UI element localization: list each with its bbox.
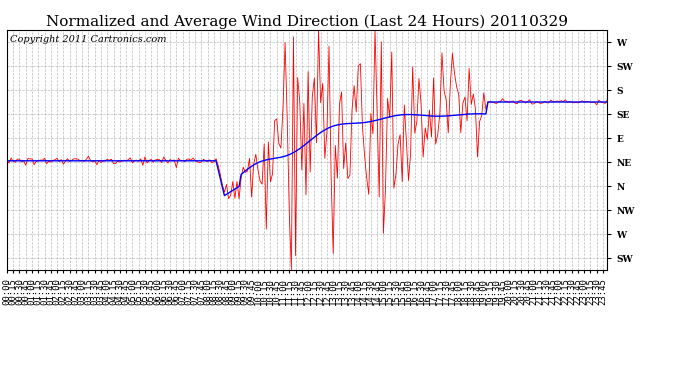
Text: Copyright 2011 Cartronics.com: Copyright 2011 Cartronics.com bbox=[10, 35, 166, 44]
Title: Normalized and Average Wind Direction (Last 24 Hours) 20110329: Normalized and Average Wind Direction (L… bbox=[46, 15, 568, 29]
